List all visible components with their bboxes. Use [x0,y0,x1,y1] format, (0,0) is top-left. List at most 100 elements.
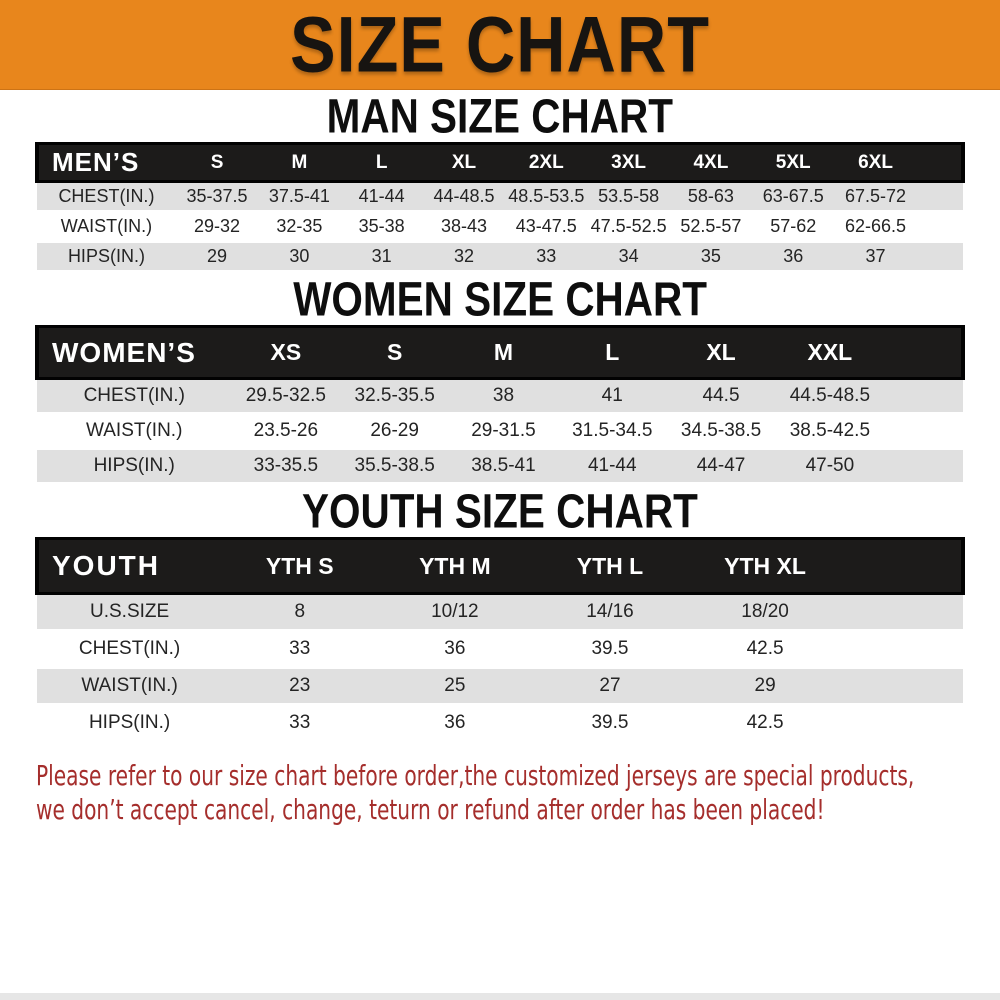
column-header: L [340,142,423,183]
size-value: 52.5-57 [669,211,753,243]
size-value: 42.5 [687,704,843,743]
size-value: 33-35.5 [231,448,341,485]
size-value: 35 [669,241,753,273]
row-spacer [884,377,963,415]
size-value: 44.5 [666,377,776,415]
size-value: 14/16 [532,592,688,632]
table-row: CHEST(IN.) 33 36 39.5 42.5 [37,630,963,669]
table-header-row: YOUTH YTH S YTH M YTH L YTH XL [34,537,966,595]
row-spacer [916,241,963,273]
size-value: 34.5-38.5 [666,413,776,450]
size-value: 38-43 [422,211,506,243]
column-header: XXL [775,325,885,380]
table-row: HIPS(IN.) 29 30 31 32 33 34 35 36 37 [37,241,963,273]
size-value: 37.5-41 [258,180,341,213]
size-value: 23 [222,667,378,706]
size-value: 41-44 [557,448,667,485]
row-label: U.S.SIZE [37,592,223,632]
women-size-section: WOMEN SIZE CHART WOMEN’S XS S M L XL XXL CHEST… [0,271,1000,485]
row-spacer [842,630,963,669]
size-value: 8 [222,592,378,632]
size-value: 36 [752,241,835,273]
size-value: 29.5-32.5 [231,377,341,415]
row-label: CHEST(IN.) [37,377,232,415]
size-value: 42.5 [687,630,843,669]
size-chart-banner: SIZE CHART [0,0,1000,90]
footer-line-2: we don’t accept cancel, change, teturn o… [36,793,825,826]
man-size-section: MAN SIZE CHART MEN’S S M L XL 2XL 3XL 4XL 5XL 6XL… [0,88,1000,273]
size-value: 29 [175,241,259,273]
women-size-title: WOMEN SIZE CHART [0,271,1000,327]
column-header: M [449,325,558,380]
column-header: 2XL [505,142,588,183]
table-header-label: MEN’S [35,142,176,183]
size-value: 10/12 [377,592,533,632]
row-label: WAIST(IN.) [37,211,176,243]
column-header: S [175,142,259,183]
table-row: HIPS(IN.) 33-35.5 35.5-38.5 38.5-41 41-44 44-… [37,448,963,485]
row-label: HIPS(IN.) [37,704,223,743]
size-value: 29 [687,667,843,706]
column-header: 6XL [834,142,917,183]
column-header: M [258,142,341,183]
column-header: XL [422,142,506,183]
banner-title: SIZE CHART [290,0,710,89]
size-value: 67.5-72 [834,180,917,213]
footer-note: Please refer to our size chart before or… [0,759,1000,827]
footer-line-1: Please refer to our size chart before or… [36,759,915,792]
row-label: HIPS(IN.) [37,448,232,485]
size-value: 41 [557,377,667,415]
youth-size-table: YOUTH YTH S YTH M YTH L YTH XL U.S.SIZE 8 10/1… [34,537,966,743]
youth-size-title-text: YOUTH SIZE CHART [302,483,698,539]
header-spacer [842,537,966,595]
row-label: WAIST(IN.) [37,413,232,450]
table-row: CHEST(IN.) 35-37.5 37.5-41 41-44 44-48.5 48.5… [37,180,963,213]
table-row: U.S.SIZE 8 10/12 14/16 18/20 [37,592,963,632]
size-value: 36 [377,704,533,743]
row-label: WAIST(IN.) [37,667,223,706]
size-value: 39.5 [532,630,688,669]
size-value: 32 [422,241,506,273]
size-value: 43-47.5 [505,211,588,243]
man-size-title-text: MAN SIZE CHART [326,88,674,144]
table-row: WAIST(IN.) 29-32 32-35 35-38 38-43 43-47.5 47.… [37,211,963,243]
column-header: YTH M [377,537,533,595]
row-label: CHEST(IN.) [37,630,223,669]
column-header: XL [666,325,776,380]
size-value: 44.5-48.5 [775,377,885,415]
size-value: 35.5-38.5 [340,448,450,485]
header-spacer [884,325,965,380]
row-spacer [842,667,963,706]
row-label: CHEST(IN.) [37,180,176,213]
youth-size-title: YOUTH SIZE CHART [0,483,1000,539]
size-value: 26-29 [340,413,450,450]
man-size-table: MEN’S S M L XL 2XL 3XL 4XL 5XL 6XL CHEST(IN.) 35-3… [35,142,966,273]
size-value: 38 [449,377,558,415]
size-value: 41-44 [340,180,423,213]
row-spacer [884,413,963,450]
column-header: 3XL [587,142,670,183]
size-value: 62-66.5 [834,211,917,243]
size-value: 63-67.5 [752,180,835,213]
size-value: 25 [377,667,533,706]
size-value: 38.5-41 [449,448,558,485]
header-spacer [916,142,966,183]
women-size-title-text: WOMEN SIZE CHART [293,271,707,327]
column-header: 4XL [669,142,753,183]
table-header-row: MEN’S S M L XL 2XL 3XL 4XL 5XL 6XL [35,142,966,183]
size-value: 44-47 [666,448,776,485]
man-size-title: MAN SIZE CHART [0,88,1000,144]
table-header-label: WOMEN’S [34,325,232,380]
column-header: L [557,325,667,380]
size-value: 29-31.5 [449,413,558,450]
row-spacer [842,592,963,632]
size-value: 30 [258,241,341,273]
row-spacer [842,704,963,743]
size-value: 39.5 [532,704,688,743]
column-header: XS [231,325,341,380]
size-value: 32.5-35.5 [340,377,450,415]
bottom-edge-strip [0,993,1000,1000]
size-value: 47.5-52.5 [587,211,670,243]
size-value: 35-37.5 [175,180,259,213]
size-value: 31 [340,241,423,273]
